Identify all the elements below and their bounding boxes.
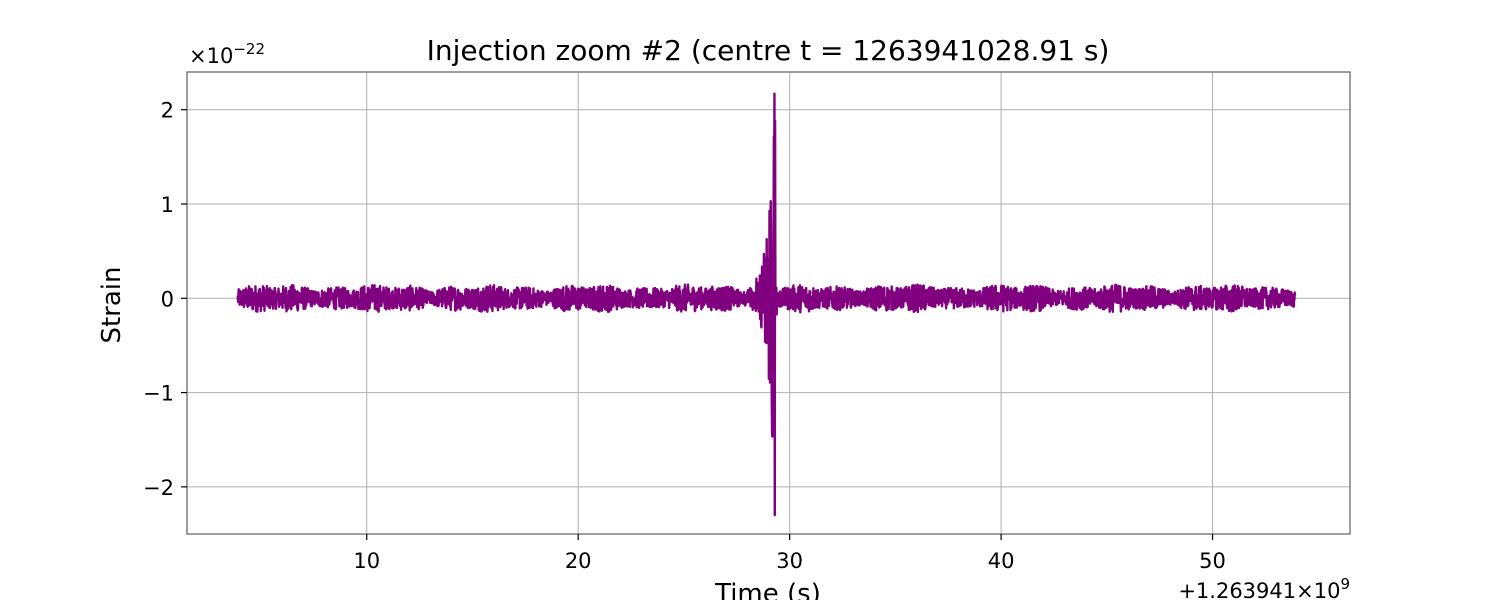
- y-tick-label: 0: [161, 287, 174, 311]
- x-tick-label: 10: [353, 549, 380, 573]
- y-axis-label: Strain: [97, 266, 127, 343]
- y-tick-label: −2: [143, 476, 174, 500]
- x-axis-label: Time (s): [714, 579, 821, 600]
- x-tick-label: 40: [988, 549, 1015, 573]
- y-scale-multiplier: ×10−22: [189, 40, 265, 68]
- y-scale-exponent: −22: [233, 40, 265, 58]
- series-layer: [236, 92, 1297, 517]
- x-tick-label: 20: [565, 549, 592, 573]
- y-tick-label: 2: [161, 99, 174, 123]
- x-offset-exponent: 9: [1340, 575, 1350, 593]
- x-offset-text: +1.263941×109: [1178, 575, 1350, 600]
- x-tick-label: 30: [776, 549, 803, 573]
- chart-title: Injection zoom #2 (centre t = 1263941028…: [427, 34, 1110, 67]
- x-tick-label: 50: [1199, 549, 1226, 573]
- x-offset-base: +1.263941×10: [1178, 579, 1340, 600]
- plot-frame: [186, 71, 1351, 535]
- y-tick-label: 1: [161, 193, 174, 217]
- strain-series-line: [236, 92, 1297, 517]
- y-tick-label: −1: [143, 382, 174, 406]
- y-scale-base: ×10: [189, 44, 233, 68]
